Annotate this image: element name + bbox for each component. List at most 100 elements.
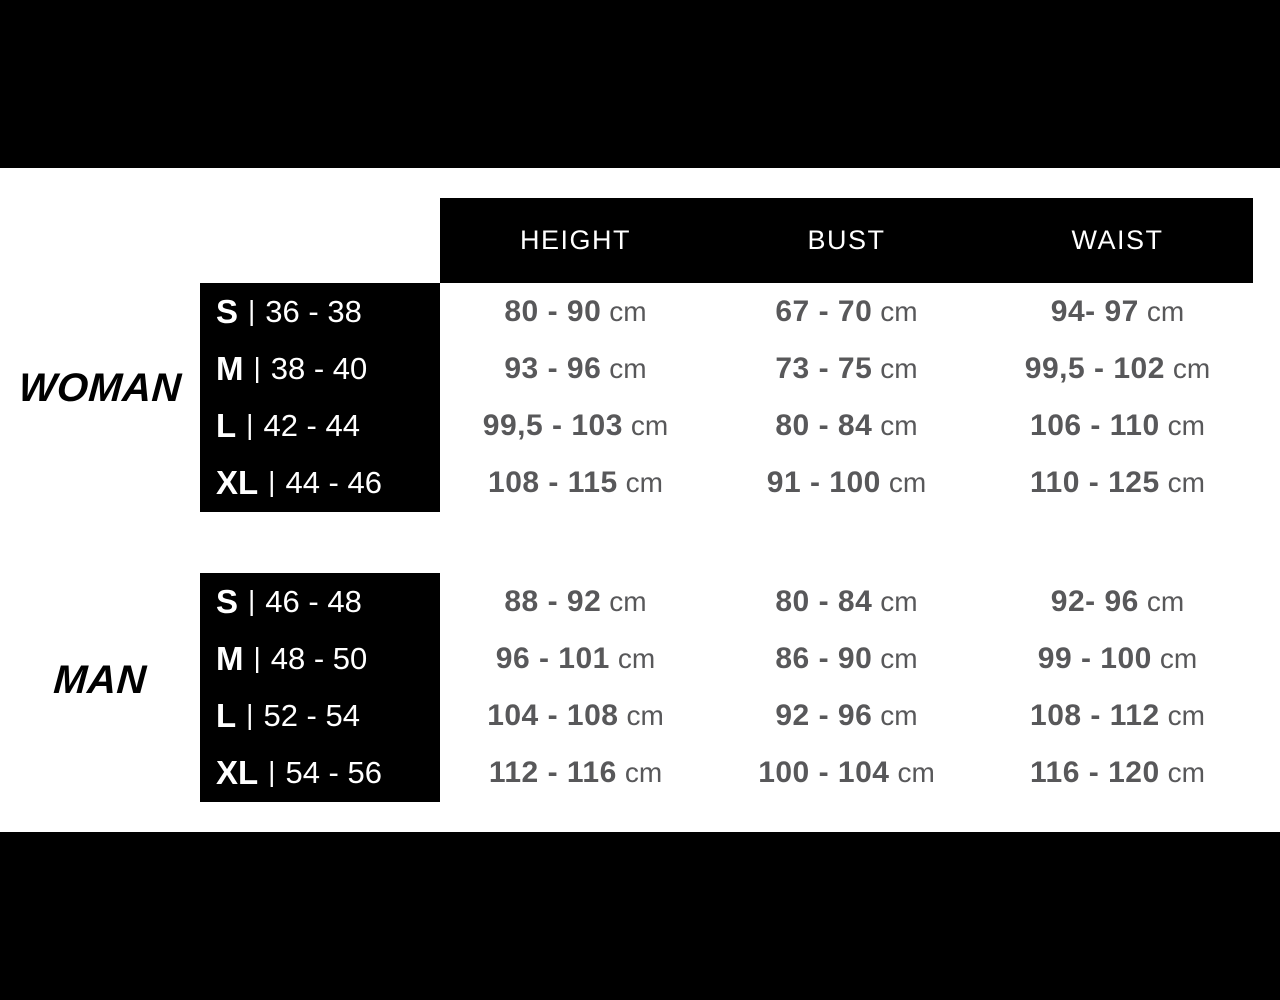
size-separator: |	[253, 641, 261, 673]
unit-label: cm	[609, 352, 647, 384]
value-number: 92- 96	[1050, 584, 1139, 618]
height-value: 88 - 92 cm	[440, 573, 711, 630]
value-number: 99,5 - 102	[1024, 351, 1165, 385]
height-value: 96 - 101 cm	[440, 630, 711, 687]
value-number: 92 - 96	[775, 699, 873, 733]
unit-label: cm	[624, 757, 663, 789]
unit-label: cm	[1159, 642, 1198, 674]
unit-label: cm	[609, 585, 647, 617]
size-letter: M	[216, 639, 244, 677]
unit-label: cm	[880, 642, 918, 674]
waist-value: 99 - 100 cm	[982, 630, 1253, 687]
value-number: 116 - 120	[1030, 756, 1160, 790]
height-value: 112 - 116 cm	[440, 745, 711, 802]
size-cell: S | 36 - 38	[200, 283, 440, 340]
values-grid-woman: 80 - 90 cm 67 - 70 cm 94- 97 cm 93 - 96 cm 7…	[440, 283, 1253, 512]
eu-range: 44 - 46	[285, 465, 382, 501]
size-cell: XL | 44 - 46	[200, 455, 440, 512]
unit-label: cm	[1167, 700, 1205, 732]
unit-label: cm	[630, 410, 669, 442]
value-number: 80 - 84	[775, 409, 873, 443]
unit-label: cm	[1172, 352, 1211, 384]
size-cell: XL | 54 - 56	[200, 745, 440, 802]
eu-range: 52 - 54	[263, 698, 360, 734]
bust-value: 91 - 100 cm	[711, 455, 982, 512]
unit-label: cm	[880, 410, 918, 442]
value-number: 99,5 - 103	[482, 409, 623, 443]
bust-value: 92 - 96 cm	[711, 688, 982, 745]
size-letter: XL	[216, 754, 259, 792]
waist-value: 106 - 110 cm	[982, 398, 1253, 455]
size-separator: |	[248, 294, 256, 326]
waist-value: 110 - 125 cm	[982, 455, 1253, 512]
waist-value: 99,5 - 102 cm	[982, 340, 1253, 397]
value-number: 99 - 100	[1037, 641, 1152, 675]
value-number: 80 - 84	[775, 584, 873, 618]
column-header-bust: BUST	[807, 225, 886, 255]
value-number: 67 - 70	[775, 294, 873, 328]
height-value: 108 - 115 cm	[440, 455, 711, 512]
unit-label: cm	[880, 585, 918, 617]
size-letter: XL	[216, 464, 259, 502]
value-number: 73 - 75	[775, 351, 873, 385]
bottom-black-bar	[0, 832, 1280, 1000]
size-separator: |	[268, 756, 276, 788]
unit-label: cm	[609, 295, 647, 327]
eu-range: 46 - 48	[265, 583, 362, 619]
bust-value: 80 - 84 cm	[711, 398, 982, 455]
column-header-waist: WAIST	[1071, 225, 1164, 255]
size-letter: S	[216, 292, 239, 330]
size-box-man: S | 46 - 48 M | 48 - 50 L | 52 - 54 XL |…	[200, 573, 440, 802]
unit-label: cm	[880, 352, 918, 384]
size-cell: M | 48 - 50	[200, 630, 440, 687]
bust-value: 80 - 84 cm	[711, 573, 982, 630]
value-number: 108 - 112	[1030, 699, 1160, 733]
size-letter: L	[216, 407, 237, 445]
height-value: 104 - 108 cm	[440, 688, 711, 745]
unit-label: cm	[1146, 585, 1185, 617]
value-number: 93 - 96	[504, 351, 602, 385]
waist-value: 116 - 120 cm	[982, 745, 1253, 802]
size-letter: L	[216, 697, 237, 735]
value-number: 91 - 100	[766, 466, 881, 500]
unit-label: cm	[1167, 467, 1205, 499]
height-value: 99,5 - 103 cm	[440, 398, 711, 455]
unit-label: cm	[888, 467, 927, 499]
height-value: 93 - 96 cm	[440, 340, 711, 397]
value-number: 96 - 101	[495, 641, 610, 675]
value-number: 104 - 108	[487, 699, 619, 733]
size-separator: |	[268, 466, 276, 498]
unit-label: cm	[1167, 410, 1205, 442]
size-separator: |	[246, 699, 254, 731]
unit-label: cm	[626, 700, 664, 732]
unit-label: cm	[897, 757, 935, 789]
size-cell: L | 42 - 44	[200, 398, 440, 455]
value-number: 88 - 92	[504, 584, 602, 618]
unit-label: cm	[625, 467, 663, 499]
bust-value: 100 - 104 cm	[711, 745, 982, 802]
size-separator: |	[246, 409, 254, 441]
size-letter: M	[216, 349, 244, 387]
value-number: 106 - 110	[1030, 409, 1160, 443]
unit-label: cm	[880, 700, 918, 732]
unit-label: cm	[617, 642, 656, 674]
top-black-bar	[0, 0, 1280, 168]
eu-range: 48 - 50	[270, 640, 368, 676]
unit-label: cm	[1167, 757, 1205, 789]
eu-range: 38 - 40	[270, 350, 368, 386]
eu-range: 54 - 56	[285, 755, 382, 791]
size-cell: S | 46 - 48	[200, 573, 440, 630]
waist-value: 92- 96 cm	[982, 573, 1253, 630]
height-value: 80 - 90 cm	[440, 283, 711, 340]
size-cell: L | 52 - 54	[200, 688, 440, 745]
waist-value: 108 - 112 cm	[982, 688, 1253, 745]
value-number: 94- 97	[1050, 294, 1139, 328]
value-number: 112 - 116	[488, 756, 617, 790]
size-separator: |	[248, 584, 256, 616]
value-number: 108 - 115	[488, 466, 618, 500]
value-number: 86 - 90	[775, 641, 873, 675]
size-box-woman: S | 36 - 38 M | 38 - 40 L | 42 - 44 XL |…	[200, 283, 440, 512]
size-letter: S	[216, 582, 239, 620]
value-number: 110 - 125	[1030, 466, 1160, 500]
